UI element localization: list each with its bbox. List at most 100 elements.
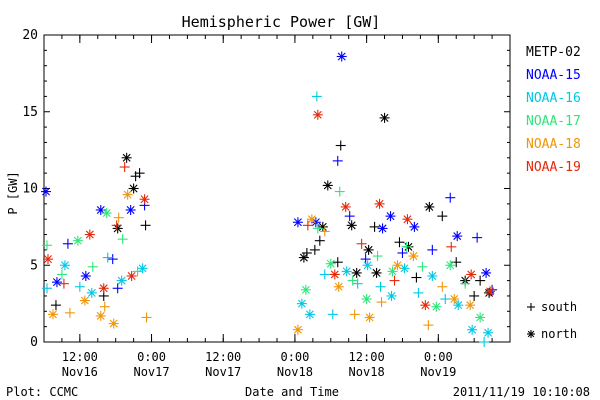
north-point-noaa-19 — [340, 201, 351, 212]
south-point-noaa-17 — [460, 278, 471, 289]
south-point-noaa-18 — [113, 212, 124, 223]
north-point-noaa-19 — [485, 286, 496, 297]
north-point-noaa-19 — [84, 229, 95, 240]
south-point-noaa-19 — [356, 238, 367, 249]
north-point-metp-02 — [351, 267, 362, 278]
north-point-noaa-15 — [409, 221, 420, 232]
south-point-noaa-18 — [423, 320, 434, 331]
north-point-noaa-15 — [481, 267, 492, 278]
south-point-noaa-15 — [107, 254, 118, 265]
south-point-metp-02 — [475, 275, 486, 286]
y-tick-label: 10 — [22, 182, 38, 197]
south-point-noaa-16 — [74, 281, 85, 292]
x-axis-ticks: 12:00Nov160:00Nov1712:00Nov170:00Nov1812… — [43, 35, 511, 379]
plot-credit: Plot: CCMC — [6, 385, 78, 399]
x-tick-date: Nov18 — [277, 365, 313, 379]
x-tick-label: 12:00 — [62, 350, 98, 364]
south-point-noaa-18 — [141, 312, 152, 323]
x-tick-label: 12:00 — [205, 350, 241, 364]
south-point-noaa-17 — [401, 241, 412, 252]
south-point-noaa-15 — [397, 247, 408, 258]
south-point-metp-02 — [437, 211, 448, 222]
north-point-noaa-15 — [40, 186, 51, 197]
north-point-metp-02 — [322, 180, 333, 191]
plot-timestamp: 2011/11/19 10:10:08 — [453, 385, 590, 399]
north-point-noaa-17 — [445, 260, 456, 271]
north-point-noaa-18 — [95, 310, 106, 321]
south-point-noaa-15 — [360, 254, 371, 265]
south-point-noaa-16 — [413, 287, 424, 298]
north-point-noaa-16 — [86, 287, 97, 298]
plot-frame — [43, 34, 511, 343]
north-point-noaa-16 — [296, 298, 307, 309]
marker-legend-label: south — [541, 300, 577, 314]
north-point-noaa-15 — [385, 211, 396, 222]
south-point-noaa-17 — [117, 234, 128, 245]
south-point-noaa-19 — [446, 241, 457, 252]
north-point-noaa-19 — [126, 270, 137, 281]
south-point-noaa-17 — [347, 275, 358, 286]
north-point-metp-02 — [317, 221, 328, 232]
north-point-noaa-18 — [364, 312, 375, 323]
south-point-noaa-17 — [372, 251, 383, 262]
north-point-noaa-15 — [292, 217, 303, 228]
north-point-noaa-17 — [300, 284, 311, 295]
north-point-metp-02 — [128, 183, 139, 194]
north-point-noaa-18 — [392, 260, 403, 271]
north-point-noaa-17 — [325, 258, 336, 269]
south-point-noaa-18 — [99, 301, 110, 312]
north-point-noaa-15 — [125, 204, 136, 215]
north-point-noaa-18 — [408, 251, 419, 262]
south-point-noaa-15 — [62, 238, 73, 249]
south-point-noaa-16 — [41, 283, 52, 294]
south-point-noaa-18 — [437, 281, 448, 292]
x-tick-label: 0:00 — [137, 350, 166, 364]
north-point-noaa-17 — [475, 312, 486, 323]
south-point-noaa-17 — [41, 240, 52, 251]
south-point-noaa-15 — [427, 244, 438, 255]
south-point-metp-02 — [50, 300, 61, 311]
north-point-noaa-16 — [467, 324, 478, 335]
south-point-metp-02 — [332, 257, 343, 268]
south-point-noaa-16 — [319, 269, 330, 280]
south-point-noaa-17 — [334, 186, 345, 197]
north-point-noaa-16 — [59, 260, 70, 271]
north-point-metp-02 — [363, 244, 374, 255]
north-point-noaa-19 — [329, 269, 340, 280]
south-point-noaa-18 — [319, 226, 330, 237]
north-point-noaa-15 — [51, 277, 62, 288]
south-point-noaa-16 — [102, 252, 113, 263]
south-point-metp-02 — [469, 290, 480, 301]
y-tick-label: 0 — [30, 335, 38, 350]
marker-legend-label: north — [541, 327, 577, 341]
north-point-noaa-19 — [374, 198, 385, 209]
x-tick-label: 12:00 — [349, 350, 385, 364]
north-point-metp-02 — [346, 220, 357, 231]
legend-entry: NOAA-16 — [526, 91, 581, 106]
x-tick-date: Nov16 — [62, 365, 98, 379]
north-point-noaa-18 — [465, 300, 476, 311]
north-point-noaa-19 — [312, 109, 323, 120]
x-tick-date: Nov18 — [349, 365, 385, 379]
north-point-noaa-15 — [95, 204, 106, 215]
south-point-noaa-17 — [132, 266, 143, 277]
south-point-noaa-15 — [344, 211, 355, 222]
legend-entry: NOAA-19 — [526, 160, 581, 175]
north-point-noaa-18 — [108, 318, 119, 329]
north-point-noaa-17 — [387, 266, 398, 277]
south-point-noaa-15 — [112, 283, 123, 294]
north-point-noaa-15 — [336, 51, 347, 62]
chart-title: Hemispheric Power [GW] — [182, 13, 381, 31]
north-point-noaa-15 — [80, 270, 91, 281]
north-point-noaa-15 — [452, 231, 463, 242]
north-point-noaa-16 — [386, 290, 397, 301]
legend-entry: NOAA-17 — [526, 114, 581, 129]
series-legend: METP-02 NOAA-15 NOAA-16 NOAA-17 NOAA-18 NOAA-… — [526, 45, 581, 175]
south-point-noaa-17 — [56, 269, 67, 280]
south-point-metp-02 — [314, 235, 325, 246]
south-point-noaa-15 — [445, 192, 456, 203]
south-point-metp-02 — [335, 140, 346, 151]
south-point-noaa-19 — [58, 278, 69, 289]
legend-entry: METP-02 — [526, 45, 581, 60]
